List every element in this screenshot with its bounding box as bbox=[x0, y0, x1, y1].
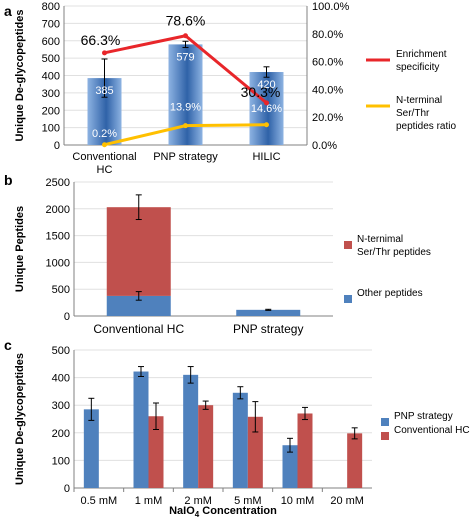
bar-hilic bbox=[249, 72, 284, 145]
panel-label-c: c bbox=[4, 337, 12, 353]
x-tick-label: HILIC bbox=[252, 151, 280, 163]
legend-label-1-1: Ser/Thr bbox=[396, 108, 430, 119]
bar-other-peptides bbox=[236, 309, 301, 316]
x-axis-title-subscript: 4 bbox=[195, 510, 200, 519]
point-n-terminal-ratio bbox=[102, 142, 107, 148]
legend-label-1-0: Conventional HC bbox=[394, 425, 470, 436]
y2-tick-label: 100.0% bbox=[312, 1, 350, 13]
legend-label-1-0: Other peptides bbox=[357, 288, 423, 299]
y-tick-label: 1500 bbox=[46, 231, 70, 243]
point-enrichment-specificity bbox=[183, 33, 188, 39]
y2-tick-label: 80.0% bbox=[312, 29, 343, 41]
n-terminal-value-label: 13.9% bbox=[170, 101, 201, 113]
legend-label-1-0: N-terminal bbox=[396, 95, 442, 106]
point-n-terminal-ratio bbox=[264, 122, 269, 128]
y-tick-label: 500 bbox=[52, 345, 70, 357]
y2-tick-label: 0.0% bbox=[312, 140, 337, 152]
x-tick-label: 10 mM bbox=[281, 495, 315, 507]
y-tick-label: 2000 bbox=[46, 204, 70, 216]
legend-label-0-1: Ser/Thr peptides bbox=[357, 247, 431, 258]
y-axis-title: Unique Peptides bbox=[14, 206, 26, 292]
legend-swatch-1 bbox=[344, 295, 352, 303]
y-tick-label: 0 bbox=[64, 483, 70, 495]
point-n-terminal-ratio bbox=[183, 123, 188, 129]
bar-value-label: 420 bbox=[257, 79, 275, 91]
bar-pnp-strategy bbox=[232, 392, 248, 488]
specificity-value-label: 66.3% bbox=[81, 32, 121, 48]
x-tick-label: 0.5 mM bbox=[80, 495, 117, 507]
legend-swatch-0 bbox=[344, 241, 352, 249]
x-tick-label: 5 mM bbox=[234, 495, 262, 507]
bar-value-label: 579 bbox=[176, 51, 194, 63]
y-tick-label: 300 bbox=[52, 400, 70, 412]
x-tick-label: 20 mM bbox=[330, 495, 364, 507]
panel-label-a: a bbox=[4, 3, 12, 19]
y2-tick-label: 20.0% bbox=[312, 112, 343, 124]
bar-value-label: 385 bbox=[95, 85, 113, 97]
y-tick-label: 400 bbox=[42, 71, 60, 83]
y-tick-label: 300 bbox=[42, 88, 60, 100]
y-tick-label: 400 bbox=[52, 373, 70, 385]
x-axis-title-tail: Concentration bbox=[199, 505, 277, 517]
n-terminal-value-label: 14.6% bbox=[251, 103, 282, 115]
y-tick-label: 500 bbox=[42, 53, 60, 65]
n-terminal-value-label: 0.2% bbox=[92, 128, 117, 140]
bar-other-peptides bbox=[106, 295, 171, 316]
y-tick-label: 100 bbox=[42, 123, 60, 135]
point-enrichment-specificity bbox=[102, 50, 107, 56]
legend-label-0-1: specificity bbox=[396, 62, 439, 73]
bar-pnp-strategy bbox=[183, 374, 199, 488]
y-tick-label: 0 bbox=[54, 140, 60, 152]
y-tick-label: 700 bbox=[42, 18, 60, 30]
y-tick-label: 800 bbox=[42, 1, 60, 13]
legend-swatch-0 bbox=[381, 418, 389, 426]
x-tick-label: Conventional HC bbox=[93, 322, 184, 336]
y-axis-title: Unique De-glycopeptides bbox=[14, 9, 26, 141]
bar-conventional-hc bbox=[297, 413, 313, 488]
y-tick-label: 1000 bbox=[46, 257, 70, 269]
bar-n-terminal-peptides bbox=[106, 207, 171, 296]
x-tick-label: PNP strategy bbox=[233, 322, 303, 336]
panel-a: a 0 100 200 300 400 500 600 700 800 0.0% 20.0% 40.0… bbox=[4, 1, 456, 176]
y-tick-label: 500 bbox=[52, 284, 70, 296]
point-enrichment-specificity bbox=[264, 100, 269, 106]
y-tick-label: 600 bbox=[42, 36, 60, 48]
x-tick-label: 1 mM bbox=[135, 495, 163, 507]
bar-conventional-hc bbox=[247, 416, 263, 488]
panel-label-b: b bbox=[4, 172, 13, 188]
x-axis-title-main: NaIO bbox=[169, 505, 195, 517]
x-tick-label: HC bbox=[97, 164, 113, 176]
bar-conventional-hc bbox=[148, 416, 164, 488]
legend-label-0-0: N-ternimal bbox=[357, 234, 403, 245]
y-tick-label: 200 bbox=[42, 105, 60, 117]
specificity-value-label: 78.6% bbox=[166, 13, 206, 29]
bar-conventional-hc bbox=[198, 405, 214, 488]
bar-conventional-hc bbox=[347, 433, 363, 488]
panel-b: b 0 500 1000 1500 2000 2500 Unique Peptides Con… bbox=[4, 172, 431, 336]
legend-label-1-2: peptides ratio bbox=[396, 121, 456, 132]
legend-swatch-1 bbox=[381, 432, 389, 440]
y-tick-label: 200 bbox=[52, 428, 70, 440]
legend-label-0-0: Enrichment bbox=[396, 49, 447, 60]
x-tick-label: 2 mM bbox=[184, 495, 212, 507]
y-tick-label: 0 bbox=[64, 311, 70, 323]
y2-tick-label: 40.0% bbox=[312, 84, 343, 96]
panel-c: c 0 100 200 300 400 500 Unique De-glycopeptide… bbox=[4, 337, 470, 519]
bar-pnp-strategy bbox=[133, 371, 149, 488]
x-tick-label: Conventional bbox=[72, 151, 136, 163]
y2-tick-label: 60.0% bbox=[312, 57, 343, 69]
specificity-value-label: 30.3% bbox=[241, 84, 281, 100]
legend-label-0-0: PNP strategy bbox=[394, 411, 453, 422]
y-tick-label: 2500 bbox=[46, 177, 70, 189]
y-tick-label: 100 bbox=[52, 455, 70, 467]
x-tick-label: PNP strategy bbox=[153, 151, 218, 163]
bar-pnp-strategy bbox=[282, 445, 298, 488]
y-axis-title: Unique De-glycopeptides bbox=[14, 353, 26, 485]
bar-pnp-strategy bbox=[83, 409, 99, 488]
x-axis-title: NaIO4 Concentration bbox=[169, 505, 277, 519]
